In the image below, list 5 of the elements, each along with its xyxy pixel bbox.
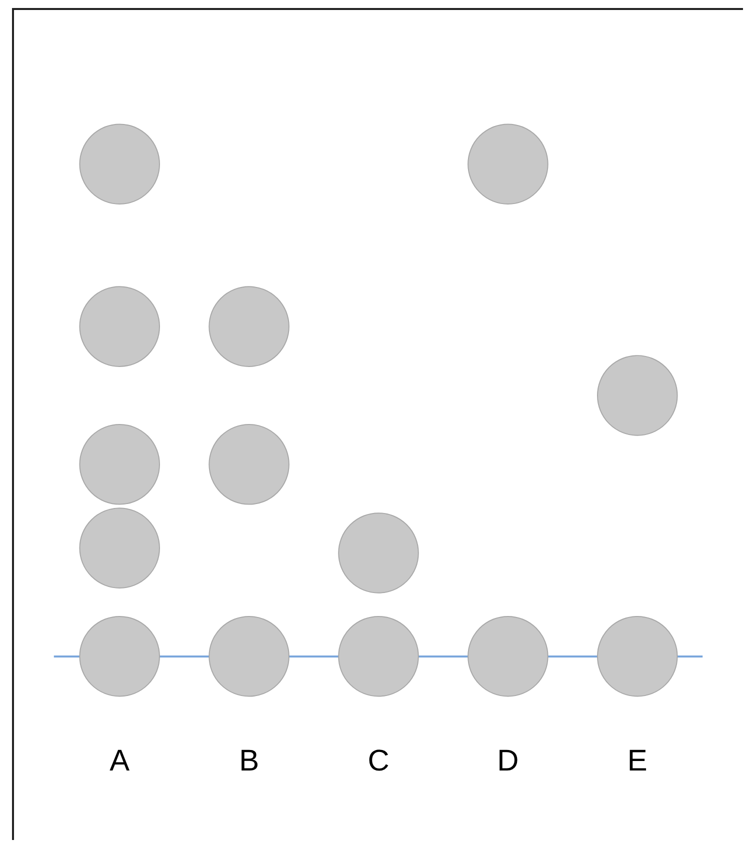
x-tick-label: A <box>110 744 130 778</box>
x-tick-label: D <box>497 744 519 778</box>
x-tick-label: E <box>627 744 648 778</box>
x-tick-label: C <box>368 744 390 778</box>
x-tick-label: B <box>239 744 260 778</box>
